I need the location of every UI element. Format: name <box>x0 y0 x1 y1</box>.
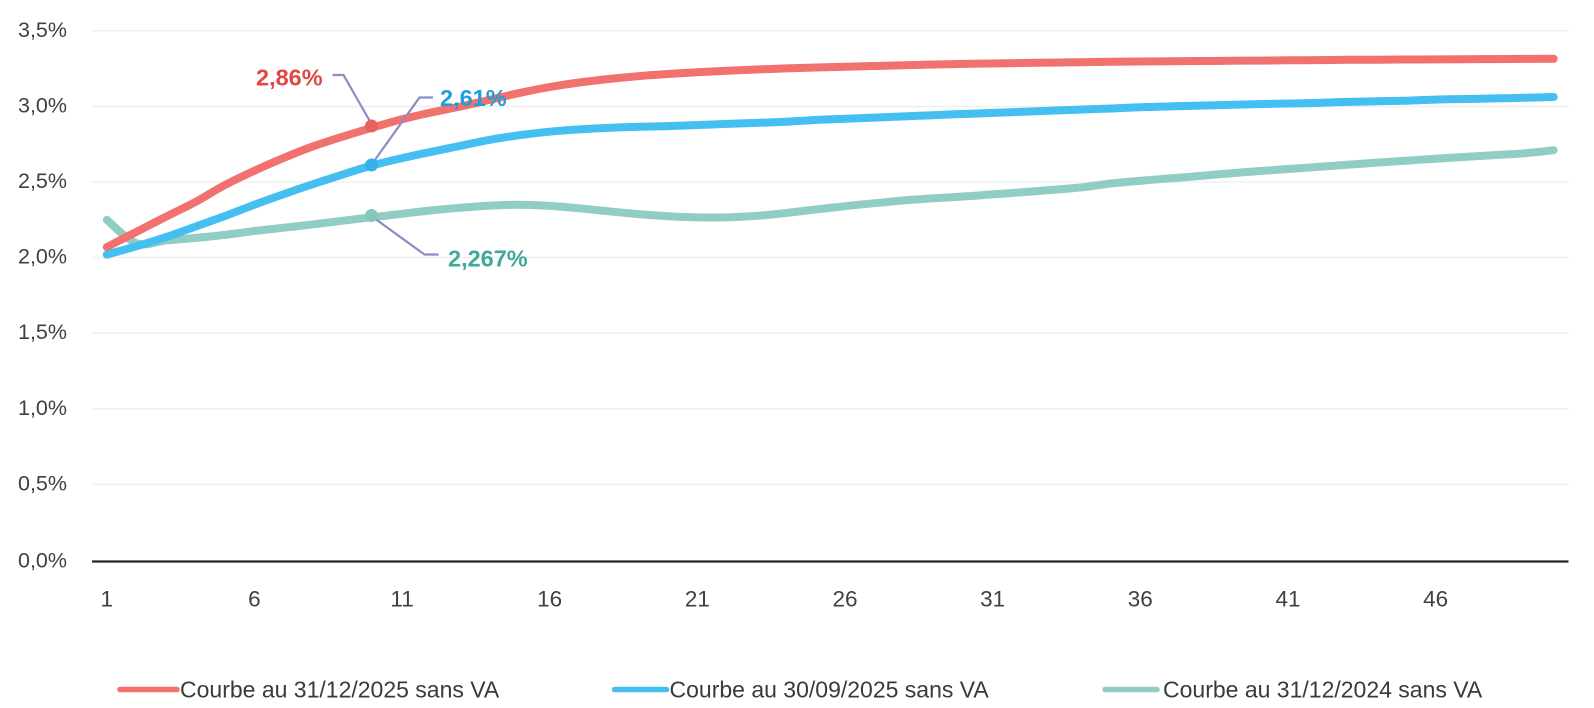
svg-text:0,5%: 0,5% <box>18 471 67 495</box>
svg-text:Courbe au 31/12/2025 sans VA: Courbe au 31/12/2025 sans VA <box>180 677 500 703</box>
svg-text:3,5%: 3,5% <box>18 18 67 42</box>
svg-text:2,267%: 2,267% <box>448 245 528 271</box>
svg-text:1,0%: 1,0% <box>18 396 67 420</box>
svg-text:2,0%: 2,0% <box>18 245 67 269</box>
svg-text:31: 31 <box>980 587 1005 612</box>
svg-text:0,0%: 0,0% <box>18 549 67 573</box>
svg-text:3,0%: 3,0% <box>18 93 67 117</box>
svg-text:1,5%: 1,5% <box>18 320 67 344</box>
svg-text:6: 6 <box>248 587 261 612</box>
svg-text:36: 36 <box>1128 587 1153 612</box>
svg-text:Courbe au 31/12/2024 sans VA: Courbe au 31/12/2024 sans VA <box>1163 677 1483 703</box>
svg-text:1: 1 <box>101 587 114 612</box>
svg-text:11: 11 <box>390 587 413 612</box>
svg-text:16: 16 <box>537 587 562 612</box>
svg-text:Courbe au 30/09/2025 sans VA: Courbe au 30/09/2025 sans VA <box>670 677 990 703</box>
svg-text:41: 41 <box>1275 587 1300 612</box>
svg-text:2,5%: 2,5% <box>18 169 67 193</box>
svg-text:2,61%: 2,61% <box>440 85 507 111</box>
svg-text:26: 26 <box>832 587 857 612</box>
svg-text:2,86%: 2,86% <box>256 65 323 91</box>
svg-text:46: 46 <box>1423 587 1448 612</box>
svg-text:21: 21 <box>685 587 710 612</box>
